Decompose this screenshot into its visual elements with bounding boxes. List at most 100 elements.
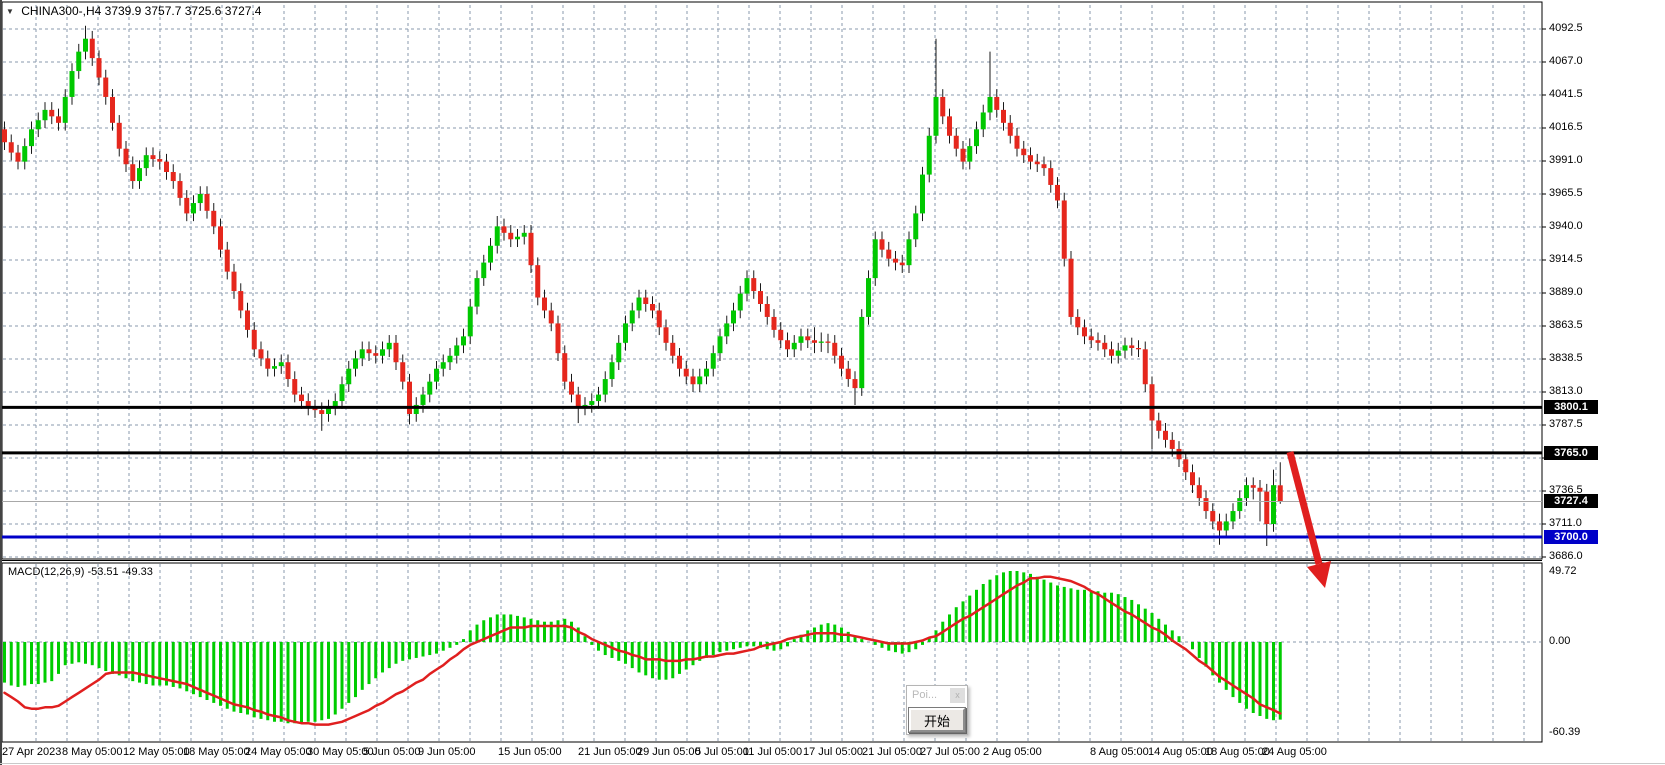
candle [859, 316, 865, 389]
candle [663, 327, 669, 343]
candle [1007, 122, 1013, 136]
candle [737, 293, 743, 311]
candle [987, 96, 993, 113]
macd-indicator-label: MACD(12,26,9) -53.51 -49.33 [8, 566, 153, 578]
candle [123, 148, 129, 165]
candle [15, 152, 21, 162]
candle [1001, 109, 1006, 123]
date-axis-label: 17 Jul 05:00 [803, 746, 863, 758]
candle [8, 142, 14, 153]
candle [731, 310, 736, 324]
candle [1061, 200, 1067, 259]
candle [771, 316, 777, 330]
candle [562, 353, 568, 382]
candle [528, 232, 534, 266]
candle [285, 362, 291, 380]
candle [1217, 521, 1222, 531]
candle [636, 297, 642, 311]
popup-close-icon[interactable]: x [950, 688, 965, 703]
price-axis-label: 3736.5 [1549, 484, 1583, 496]
candle [110, 96, 115, 123]
candle [332, 401, 338, 408]
candle [305, 401, 311, 408]
candle [22, 146, 28, 162]
price-axis-label: 4067.0 [1549, 55, 1583, 67]
candle [272, 366, 277, 369]
date-axis-label: 2 Aug 05:00 [983, 746, 1042, 758]
candle [393, 342, 399, 363]
price-axis-label: 3787.5 [1549, 418, 1583, 430]
candle [474, 278, 480, 307]
candle [1223, 521, 1229, 531]
candle [299, 394, 304, 402]
price-axis-label: 3965.5 [1549, 187, 1583, 199]
candle [150, 155, 156, 160]
candle [1028, 155, 1033, 162]
price-badge-blue-level: 3700.0 [1544, 529, 1598, 544]
date-axis-label: 14 Aug 05:00 [1148, 746, 1213, 758]
candle [245, 310, 250, 330]
candle [697, 376, 703, 385]
candle [845, 368, 851, 380]
chart-title: ▼ CHINA300-,H4 3739.9 3757.7 3725.6 3727… [6, 4, 261, 18]
candle [670, 342, 676, 356]
price-axis-label: 3914.5 [1549, 253, 1583, 265]
candle [116, 122, 122, 149]
candle [704, 368, 709, 377]
candle [488, 245, 493, 263]
candle [791, 342, 797, 350]
candle [265, 358, 271, 369]
price-badge-current: 3727.4 [1544, 494, 1598, 509]
candle [1034, 161, 1040, 165]
candle [575, 394, 581, 408]
candle [940, 96, 946, 117]
candle [143, 155, 149, 169]
candle [1183, 459, 1189, 473]
candle [211, 210, 217, 227]
candle [805, 336, 811, 341]
candle [191, 203, 196, 214]
candle [96, 58, 102, 78]
candle [373, 353, 379, 356]
candle [386, 342, 392, 350]
candle [710, 353, 716, 369]
candle [1190, 472, 1195, 486]
candle [812, 340, 817, 343]
date-axis-label: 21 Jun 05:00 [578, 746, 642, 758]
candle [555, 323, 561, 354]
candle [832, 342, 838, 356]
date-axis-label: 18 May 05:00 [183, 746, 250, 758]
candle [974, 129, 979, 147]
price-axis-label: 3711.0 [1549, 517, 1582, 529]
chart-dropdown-icon[interactable]: ▼ [6, 7, 14, 16]
price-axis-label: 4041.5 [1549, 88, 1583, 100]
date-axis-label: 24 Aug 05:00 [1262, 746, 1327, 758]
price-axis-label: 3991.0 [1549, 154, 1583, 166]
candle [1021, 148, 1027, 156]
candle [866, 278, 871, 317]
candle [278, 362, 284, 367]
candle [447, 355, 453, 363]
start-button[interactable]: 开始 [909, 708, 965, 732]
candle [292, 379, 298, 395]
candle [764, 304, 770, 317]
candle [224, 249, 230, 272]
candle [326, 407, 331, 414]
candle [353, 358, 358, 369]
candle [35, 120, 41, 130]
candle [1115, 350, 1121, 356]
price-axis-label: 3838.5 [1549, 352, 1583, 364]
candle [656, 310, 662, 328]
candle [953, 135, 959, 149]
candle [366, 349, 372, 354]
date-axis-label: 29 Jun 05:00 [637, 746, 701, 758]
candle [933, 96, 939, 136]
candle [839, 355, 844, 369]
candle [1149, 384, 1155, 421]
candle [1163, 430, 1168, 440]
popup-window: Poi... x 开始 [906, 685, 968, 735]
candle [454, 345, 460, 356]
candle [319, 410, 325, 414]
candle [690, 376, 696, 385]
